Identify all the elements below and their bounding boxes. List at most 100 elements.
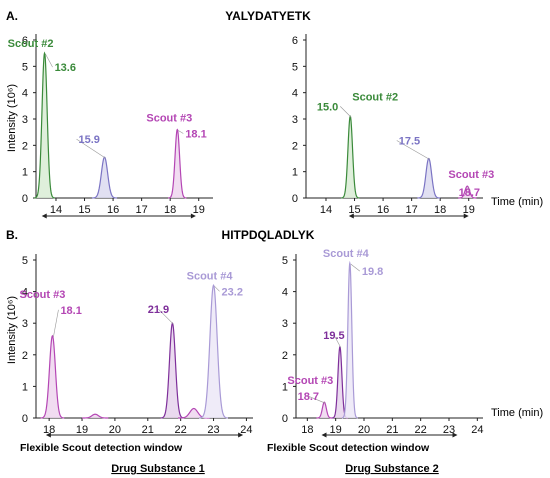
- arrowhead-left: [321, 432, 327, 438]
- x-tick-label: 21: [142, 424, 154, 436]
- arrowhead-left: [45, 432, 51, 438]
- x-tick-label: 16: [377, 204, 389, 216]
- peak-fill: [91, 157, 118, 198]
- y-tick-label: 3: [282, 318, 288, 330]
- peak-trace: [199, 284, 229, 419]
- peak-trace: [82, 413, 109, 419]
- y-tick-label: 3: [22, 318, 28, 330]
- peak-trace: [34, 51, 55, 199]
- arrowhead-right: [463, 213, 469, 219]
- peak-fill: [168, 129, 187, 198]
- y-tick-label: 2: [292, 140, 298, 152]
- x-tick-label: 15: [348, 204, 360, 216]
- x-tick-label: 19: [330, 424, 342, 436]
- peak-time-label: 18.7: [298, 391, 319, 403]
- peak-fill: [331, 346, 348, 418]
- peak-fill: [82, 414, 109, 418]
- arrowhead-right: [452, 432, 458, 438]
- drug-substance-2-label: Drug Substance 2: [345, 463, 439, 475]
- y-tick-label: 3: [22, 114, 28, 126]
- panel-a-peptide: YALYDATYETK: [225, 9, 311, 23]
- label-leader-line: [308, 395, 326, 404]
- peak-name-label: Scout #4: [187, 270, 234, 282]
- peak-name-label: Scout #2: [352, 91, 398, 103]
- y-tick-label: 3: [292, 114, 298, 126]
- peak-time-label: 18.1: [60, 305, 81, 317]
- peak-time-label: 19.8: [362, 266, 383, 278]
- y-tick-label: 1: [22, 381, 28, 393]
- y-tick-label: 4: [22, 287, 28, 299]
- y-tick-label: 0: [22, 193, 28, 205]
- x-tick-label: 22: [175, 424, 187, 436]
- peak-time-label: 19.5: [323, 330, 344, 342]
- x-axis-label-b2: Time (min): [491, 407, 543, 419]
- y-tick-label: 5: [22, 61, 28, 73]
- x-tick-label: 19: [193, 204, 205, 216]
- y-tick-label: 4: [22, 88, 28, 100]
- x-tick-label: 17: [406, 204, 418, 216]
- peak-fill: [160, 323, 185, 418]
- label-leader-line: [76, 138, 106, 159]
- peak-fill: [341, 263, 358, 418]
- label-leader-line: [158, 308, 174, 325]
- arrowhead-right: [238, 432, 244, 438]
- peak-fill: [40, 335, 65, 418]
- peak-trace: [341, 260, 358, 419]
- x-tick-label: 21: [386, 424, 398, 436]
- peak-name-label: Scout #4: [323, 248, 370, 260]
- label-leader-line: [396, 140, 430, 160]
- y-tick-label: 0: [282, 413, 288, 425]
- peak-name-label: Scout #3: [20, 289, 66, 301]
- label-leader-line: [45, 54, 53, 68]
- panel-b-letter: B.: [6, 228, 18, 242]
- x-tick-label: 14: [320, 204, 332, 216]
- arrowhead-right: [190, 213, 196, 219]
- y-tick-label: 2: [22, 350, 28, 362]
- y-tick-label: 4: [282, 287, 288, 299]
- y-tick-label: 6: [22, 35, 28, 47]
- peak-trace: [168, 128, 187, 199]
- y-tick-label: 0: [22, 413, 28, 425]
- peak-time-label: 17.5: [399, 136, 420, 148]
- arrowhead-left: [348, 213, 354, 219]
- peak-fill: [178, 408, 210, 418]
- peak-fill: [341, 116, 360, 198]
- peak-time-label: 15.0: [317, 101, 338, 113]
- y-tick-label: 1: [292, 167, 298, 179]
- peak-time-label: 13.6: [55, 62, 76, 74]
- peak-name-label: Scout #3: [146, 113, 192, 125]
- label-leader-line: [468, 187, 470, 193]
- x-tick-label: 24: [240, 424, 252, 436]
- x-tick-label: 19: [76, 424, 88, 436]
- drug-substance-1-label: Drug Substance 1: [111, 463, 205, 475]
- x-tick-label: 24: [471, 424, 483, 436]
- x-tick-label: 15: [78, 204, 90, 216]
- window-label-b2: Flexible Scout detection window: [267, 442, 430, 454]
- y-tick-label: 6: [292, 35, 298, 47]
- peak-name-label: Scout #3: [448, 169, 494, 181]
- label-leader-line: [53, 309, 59, 337]
- x-tick-label: 18: [164, 204, 176, 216]
- peak-time-label: 15.9: [79, 134, 100, 146]
- x-tick-label: 18: [43, 424, 55, 436]
- label-leader-line: [214, 286, 220, 292]
- y-tick-label: 5: [292, 61, 298, 73]
- peak-time-label: 18.1: [185, 129, 206, 141]
- x-tick-label: 23: [443, 424, 455, 436]
- x-tick-label: 17: [136, 204, 148, 216]
- peak-fill: [34, 53, 55, 198]
- chart-a1: 0 1 2 3 4 5 6 14 15 16 17 18 19 Scout #213.6 15.9 Scout…: [8, 34, 213, 219]
- x-tick-label: 16: [107, 204, 119, 216]
- y-tick-label: 2: [282, 350, 288, 362]
- x-tick-label: 18: [434, 204, 446, 216]
- peak-fill: [458, 186, 477, 198]
- label-leader-line: [178, 130, 184, 134]
- x-tick-label: 19: [463, 204, 475, 216]
- peak-time-label: 23.2: [222, 286, 243, 298]
- label-leader-line: [340, 106, 352, 118]
- y-axis-label-b: Intensity (10⁶): [6, 296, 18, 364]
- y-tick-label: 1: [282, 381, 288, 393]
- peak-time-label: 21.9: [148, 304, 169, 316]
